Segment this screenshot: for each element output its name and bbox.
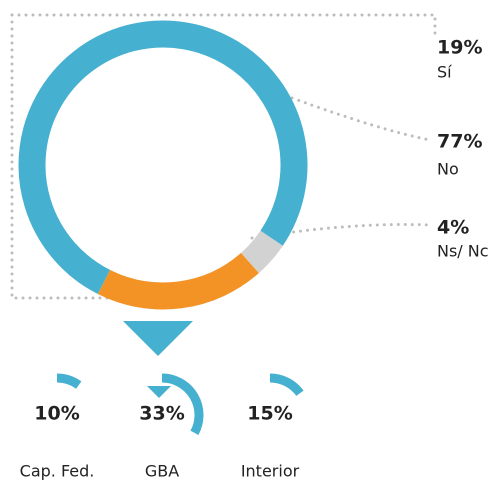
category-label: Sí: [437, 63, 452, 82]
value-label: 77%: [437, 131, 482, 153]
radial-arc: [161, 373, 204, 435]
value-label: 10%: [34, 403, 79, 425]
category-label: Cap. Fed.: [20, 462, 95, 481]
value-label: 19%: [437, 37, 482, 59]
pointer: [147, 386, 171, 398]
value-label: 33%: [139, 403, 184, 425]
value-label: 4%: [437, 217, 469, 239]
category-label: No: [437, 160, 459, 179]
category-label: Ns/ Nc: [437, 242, 489, 261]
donut-segment: [97, 252, 259, 310]
value-label: 15%: [247, 403, 292, 425]
radial-arc: [269, 373, 304, 397]
connector: [10, 13, 437, 42]
category-label: Interior: [241, 462, 300, 481]
radial-arc: [56, 373, 82, 389]
pointer: [123, 321, 193, 356]
donut-segment: [240, 230, 283, 274]
donut-segment: [18, 20, 308, 294]
connector: [290, 96, 432, 142]
category-label: GBA: [145, 462, 179, 481]
